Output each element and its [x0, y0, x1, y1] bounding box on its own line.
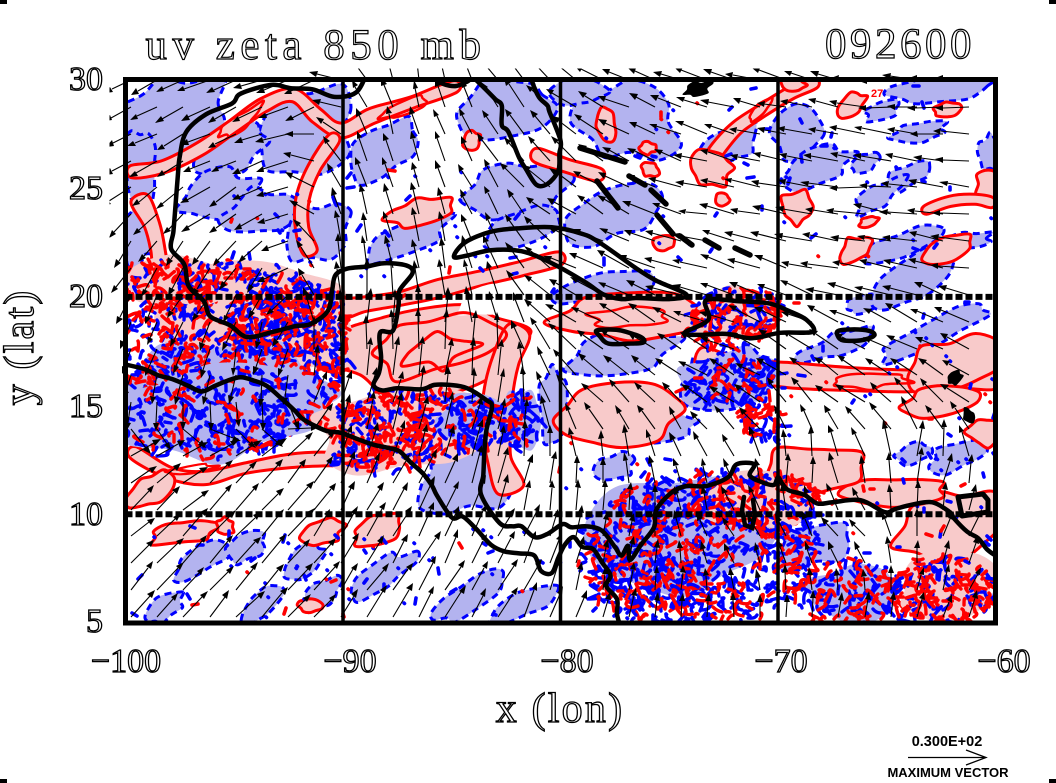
svg-text:092600: 092600 [825, 21, 975, 68]
svg-text:20: 20 [69, 278, 103, 315]
svg-text:−60: −60 [977, 643, 1030, 680]
svg-text:−100: −100 [91, 643, 161, 680]
svg-text:−90: −90 [323, 643, 376, 680]
svg-text:y (lat): y (lat) [0, 289, 43, 406]
svg-text:−80: −80 [540, 643, 593, 680]
svg-text:x (lon): x (lon) [496, 686, 625, 732]
svg-text:25: 25 [69, 170, 103, 207]
svg-text:MAXIMUM VECTOR: MAXIMUM VECTOR [887, 765, 1009, 780]
svg-text:−70: −70 [754, 643, 807, 680]
svg-text:30: 30 [69, 61, 103, 98]
svg-text:uv zeta 850 mb: uv zeta 850 mb [146, 22, 487, 69]
svg-text:5: 5 [86, 603, 103, 640]
svg-text:27: 27 [871, 88, 883, 100]
svg-text:15: 15 [69, 388, 103, 425]
svg-text:10: 10 [69, 496, 103, 533]
svg-text:0.300E+02: 0.300E+02 [912, 734, 983, 750]
